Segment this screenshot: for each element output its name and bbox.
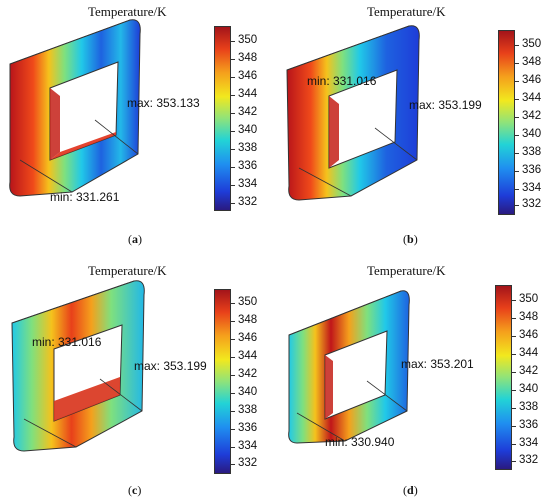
panel-c-frame-plot [11,280,145,452]
tick-label: 336 [511,419,539,431]
tick-label: 332 [514,198,542,210]
panel-d-max-label: max: 353.201 [401,357,474,371]
tick-label: 350 [230,34,258,46]
tick-label: 348 [511,311,539,323]
tick-label: 332 [230,196,258,208]
tick-label: 344 [514,92,542,104]
panel-a: Temperature/K max: 353.133 min: 331.261 … [0,0,275,251]
tick-label: 336 [514,164,542,176]
tick-label: 334 [230,178,258,190]
panel-b-frame-plot [286,25,420,201]
tick-label: 348 [230,52,258,64]
tick-label: 340 [230,386,258,398]
tick-label: 340 [514,128,542,140]
panel-a-frame-plot [9,19,141,197]
panel-d-caption: (d) [403,483,418,497]
tick-label: 346 [514,74,542,86]
tick-label: 342 [230,368,258,380]
panel-d-title: Temperature/K [367,263,446,278]
tick-label: 342 [514,110,542,122]
panel-b-title: Temperature/K [367,4,446,19]
panel-c-min-label: min: 331.016 [32,335,102,349]
panel-d: Temperature/K max: 353.201 min: 330.940 … [275,251,550,502]
tick-label: 334 [511,437,539,449]
panel-b-min-label: min: 331.016 [307,74,377,88]
panel-c-title: Temperature/K [88,263,167,278]
tick-label: 336 [230,160,258,172]
tick-label: 332 [230,457,258,469]
panel-b-colorbar [498,30,515,215]
panel-d-frame-plot [288,290,410,444]
tick-label: 344 [230,88,258,100]
tick-label: 332 [511,454,539,466]
panel-a-colorbar [214,26,231,211]
tick-label: 342 [230,106,258,118]
tick-label: 346 [511,329,539,341]
tick-label: 334 [514,182,542,194]
panel-a-title: Temperature/K [88,4,167,19]
tick-label: 338 [230,142,258,154]
tick-label: 338 [230,404,258,416]
panel-a-caption: (a) [128,232,142,246]
panel-c-caption: (c) [128,483,142,497]
tick-label: 340 [230,124,258,136]
tick-label: 350 [514,38,542,50]
tick-label: 346 [230,70,258,82]
tick-label: 344 [511,347,539,359]
panel-b: Temperature/K min: 331.016 max: 353.199 … [275,0,550,251]
tick-label: 338 [511,401,539,413]
panel-c-colorbar [214,289,231,474]
panel-a-min-label: min: 331.261 [50,190,120,204]
panel-d-min-label: min: 330.940 [325,435,395,449]
panel-a-max-label: max: 353.133 [127,96,200,110]
tick-label: 350 [511,293,539,305]
tick-label: 348 [230,314,258,326]
tick-label: 336 [230,422,258,434]
panel-c: Temperature/K min: 331.016 max: 353.199 … [0,251,275,502]
panel-c-max-label: max: 353.199 [134,359,207,373]
tick-label: 344 [230,350,258,362]
tick-label: 348 [514,56,542,68]
panel-b-max-label: max: 353.199 [409,98,482,112]
tick-label: 340 [511,383,539,395]
tick-label: 338 [514,146,542,158]
tick-label: 346 [230,332,258,344]
tick-label: 334 [230,440,258,452]
panel-b-caption: (b) [403,232,418,246]
tick-label: 342 [511,365,539,377]
panel-d-colorbar [495,285,512,470]
tick-label: 350 [230,296,258,308]
